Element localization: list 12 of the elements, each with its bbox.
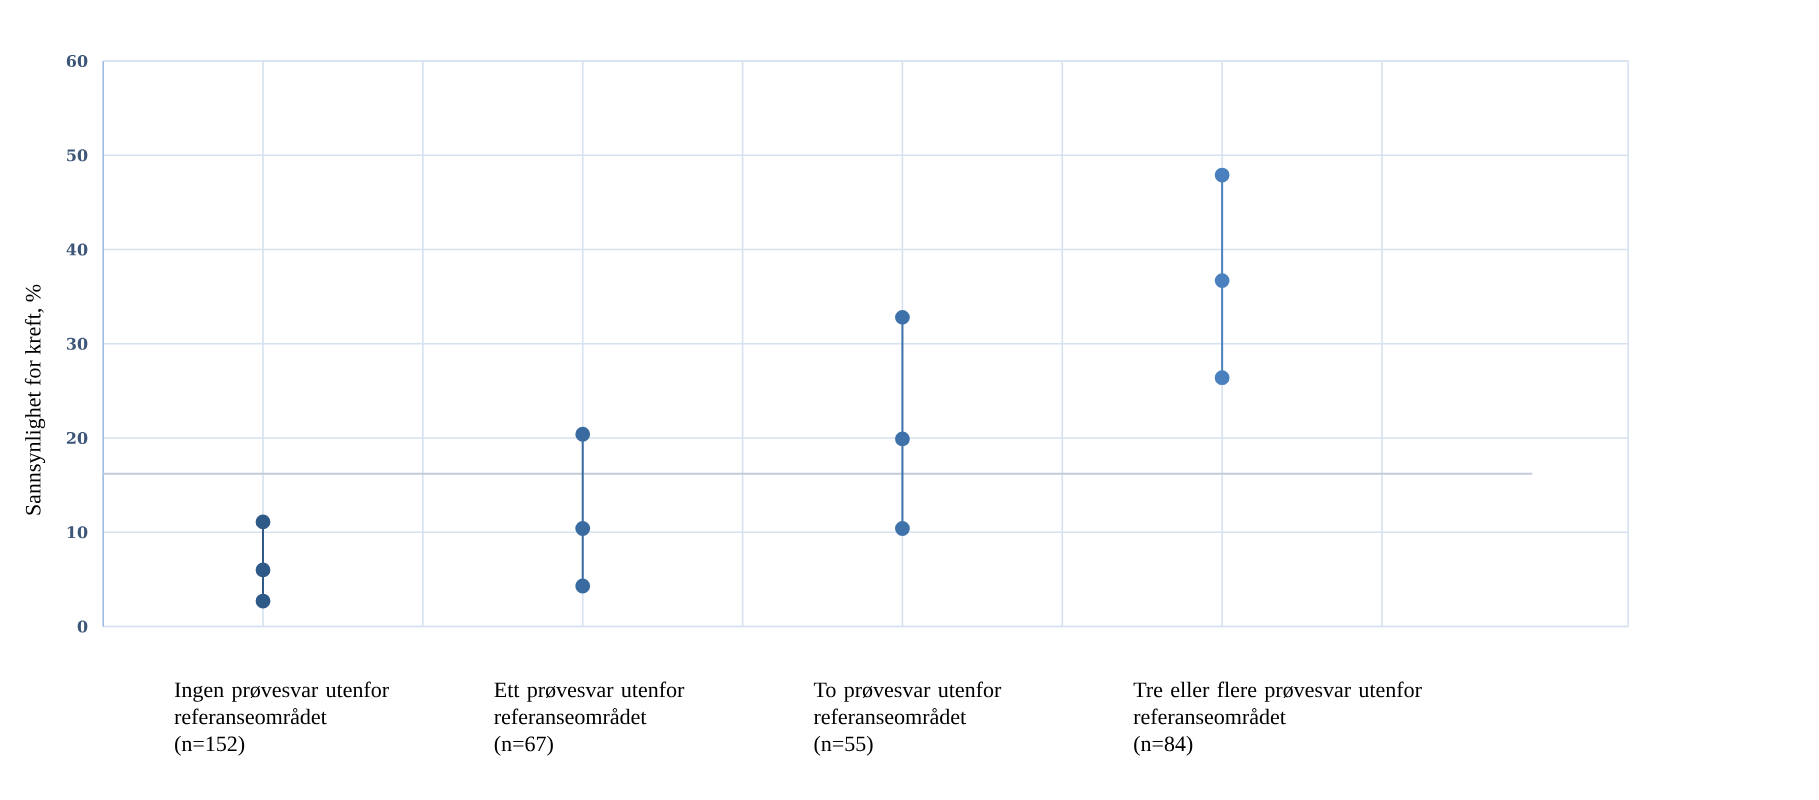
y-tick-label: 30 [66, 337, 88, 350]
y-tick-label: 50 [67, 149, 88, 162]
y-tick-label: 0 [77, 620, 88, 633]
y-axis-title: Sannsynlighet for kreft, % [24, 284, 46, 515]
y-tick-label: 10 [67, 526, 88, 539]
y-tick-label: 60 [66, 54, 88, 68]
y-tick-label: 40 [66, 243, 88, 256]
x-tick-label: To prøvesvar utenfor referanseområdet (n=55) [813, 681, 1002, 756]
x-tick-label: Ett prøvesvar utenfor referanseområdet (n=67) [494, 681, 685, 756]
x-tick-label: Tre eller flere prøvesvar utenfor referanseområdet (n=84) [1133, 681, 1422, 756]
x-tick-label: Ingen prøvesvar utenfor referanseområdet (n=152) [174, 681, 389, 756]
y-tick-label: 20 [66, 431, 88, 445]
